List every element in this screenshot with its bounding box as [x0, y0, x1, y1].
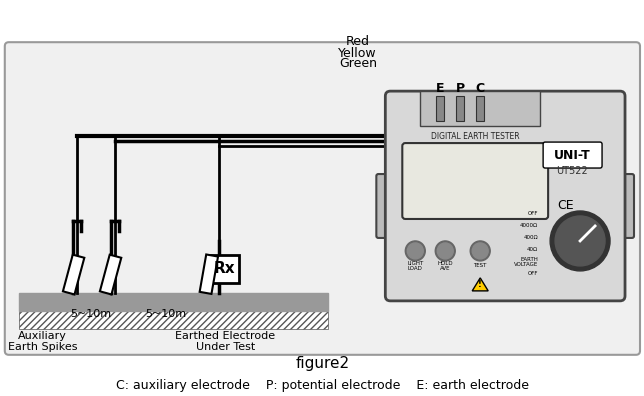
Bar	[436, 96, 444, 121]
Text: P: P	[456, 82, 465, 95]
Text: EARTH
VOLTAGE: EARTH VOLTAGE	[514, 257, 538, 267]
Text: 5~10m: 5~10m	[70, 309, 111, 319]
FancyBboxPatch shape	[5, 42, 640, 355]
Polygon shape	[100, 255, 121, 295]
Text: DIGITAL EARTH TESTER: DIGITAL EARTH TESTER	[431, 131, 520, 141]
Circle shape	[437, 243, 453, 259]
Circle shape	[472, 243, 488, 259]
FancyBboxPatch shape	[402, 143, 548, 219]
Bar	[19, 293, 328, 311]
Bar	[456, 96, 464, 121]
Polygon shape	[472, 278, 488, 291]
FancyBboxPatch shape	[211, 255, 238, 283]
FancyBboxPatch shape	[385, 91, 625, 301]
Text: CE: CE	[557, 200, 573, 213]
Text: E: E	[436, 82, 444, 95]
Text: 4000Ω: 4000Ω	[520, 223, 538, 228]
Text: 400Ω: 400Ω	[524, 236, 538, 240]
Text: UT522: UT522	[556, 166, 588, 176]
Text: TEST: TEST	[473, 263, 487, 268]
Text: OFF: OFF	[527, 271, 538, 276]
Circle shape	[435, 241, 455, 261]
Text: C: C	[476, 82, 485, 95]
Circle shape	[555, 216, 605, 266]
Circle shape	[550, 211, 610, 271]
Circle shape	[407, 243, 423, 259]
Text: figure2: figure2	[296, 356, 350, 371]
Text: HOLD
AVE: HOLD AVE	[437, 261, 453, 271]
Text: UNI-T: UNI-T	[554, 148, 591, 162]
Text: Green: Green	[339, 57, 377, 70]
Text: Red: Red	[346, 35, 370, 48]
FancyBboxPatch shape	[543, 142, 602, 168]
Polygon shape	[63, 255, 84, 295]
Bar	[421, 91, 540, 126]
Text: 40Ω: 40Ω	[527, 248, 538, 252]
FancyBboxPatch shape	[376, 174, 392, 238]
FancyBboxPatch shape	[618, 174, 634, 238]
Text: C: auxiliary electrode    P: potential electrode    E: earth electrode: C: auxiliary electrode P: potential elec…	[116, 379, 529, 392]
Text: Rx: Rx	[214, 261, 235, 276]
Circle shape	[405, 241, 425, 261]
Bar	[476, 96, 484, 121]
Circle shape	[470, 241, 490, 261]
Text: !: !	[478, 280, 482, 289]
Text: Yellow: Yellow	[339, 47, 377, 60]
Polygon shape	[200, 255, 218, 294]
Text: OFF: OFF	[527, 211, 538, 217]
Text: Earthed Electrode
Under Test: Earthed Electrode Under Test	[175, 331, 276, 352]
Text: LIGHT
LOAD: LIGHT LOAD	[407, 261, 423, 271]
Text: Auxiliary
Earth Spikes: Auxiliary Earth Spikes	[8, 331, 77, 352]
Bar	[19, 311, 328, 329]
Text: 5~10m: 5~10m	[145, 309, 186, 319]
